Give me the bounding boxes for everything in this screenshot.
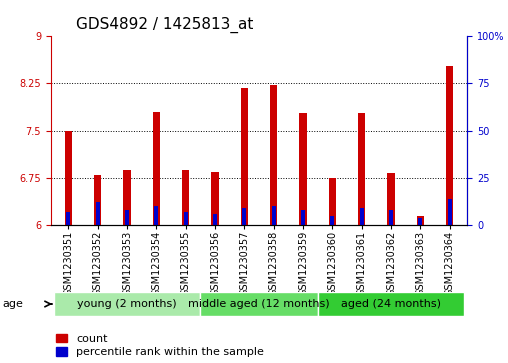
Bar (388, 174, 395, 225)
Bar (448, 199, 452, 225)
Bar (446, 66, 454, 225)
Bar (360, 208, 364, 225)
Text: young (2 months): young (2 months) (77, 299, 177, 309)
Bar (153, 112, 160, 225)
Bar (301, 210, 305, 225)
Bar (329, 178, 336, 225)
Bar (330, 216, 334, 225)
Legend: count, percentile rank within the sample: count, percentile rank within the sample (56, 334, 264, 358)
Bar (65, 131, 72, 225)
Bar (182, 170, 189, 225)
Bar (211, 172, 219, 225)
Text: age: age (3, 299, 23, 309)
Bar (242, 208, 246, 225)
Bar (54, 292, 201, 316)
Text: aged (24 months): aged (24 months) (341, 299, 441, 309)
Bar (96, 203, 100, 225)
Text: GDS4892 / 1425813_at: GDS4892 / 1425813_at (76, 16, 253, 33)
Bar (201, 292, 318, 316)
Bar (358, 113, 365, 225)
Bar (270, 85, 277, 225)
Bar (94, 175, 102, 225)
Bar (154, 206, 158, 225)
Bar (123, 170, 131, 225)
Bar (272, 206, 276, 225)
Bar (299, 113, 307, 225)
Bar (125, 210, 129, 225)
Bar (213, 214, 217, 225)
Bar (241, 88, 248, 225)
Text: middle aged (12 months): middle aged (12 months) (188, 299, 330, 309)
Bar (417, 216, 424, 225)
Bar (389, 210, 393, 225)
Bar (318, 292, 464, 316)
Bar (184, 212, 188, 225)
Bar (419, 217, 423, 225)
Bar (67, 212, 71, 225)
